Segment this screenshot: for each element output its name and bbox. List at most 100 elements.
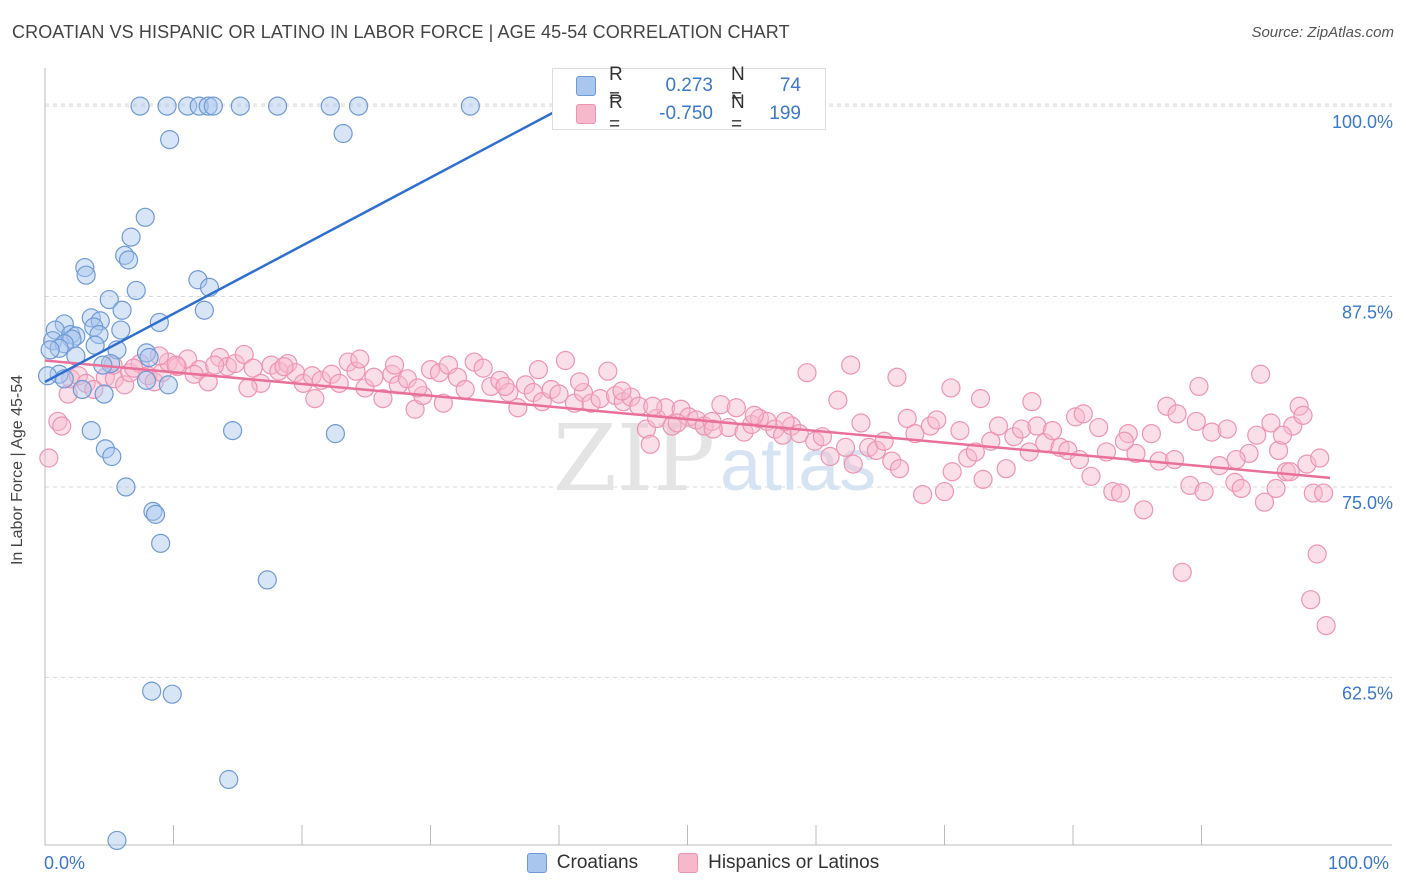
hispanic-point [889,459,910,479]
hispanic-point [1110,483,1131,503]
hispanic-point [528,360,549,380]
hispanic-point [39,448,59,468]
r-label: R = [609,92,623,135]
hispanic-point [1310,448,1330,468]
legend-item-hispanics[interactable]: Hispanics or Latinos [678,852,879,874]
hispanic-point [166,355,186,375]
hispanic-point [1268,440,1289,461]
hispanic-point [1065,407,1086,427]
hispanic-point [711,395,731,415]
croatian-point [135,207,155,227]
hispanic-point [1172,562,1192,582]
hispanic-point [927,410,947,430]
hispanic-point [1081,466,1101,486]
croatian-point [203,96,223,116]
hispanic-point [1217,419,1237,439]
hispanic-point [52,416,72,436]
legend-item-croatians[interactable]: Croatians [526,852,638,874]
x-tick-label-max: 100.0% [1328,853,1390,873]
hispanic-point [573,382,594,403]
hispanic-point [1164,449,1185,470]
hispanic-point [841,355,861,375]
hispanic-point [973,469,993,489]
croatian-point [112,300,132,320]
hispanic-point [555,350,576,371]
hispanic-point [329,373,349,393]
chart-source: Source: ZipAtlas.com [1251,24,1394,41]
hispanic-point [797,363,817,383]
croatian-point [333,123,353,144]
croatian-point [230,96,250,116]
n-value: 74 [779,75,801,96]
hispanic-point [1247,425,1267,445]
croatian-point [139,347,159,368]
hispanic-point [346,361,366,381]
hispanic-point [569,372,590,392]
croatian-point [178,96,198,116]
hispanic-point [285,363,306,383]
croatian-point [460,96,480,116]
croatian-point [320,96,340,116]
hispanic-point [1307,544,1327,564]
croatian-point [194,300,214,320]
croatian-point [198,96,218,116]
hispanic-point [1004,427,1024,447]
croatian-point [116,477,136,497]
croatian-point [107,830,127,851]
hispanic-point [1042,421,1063,441]
hispanic-points [39,344,1336,636]
watermark-atlas: atlas [720,423,876,506]
hispanic-point [84,379,104,400]
hispanic-point [1272,425,1293,445]
croatian-point [118,250,139,270]
hispanic-point [58,384,78,404]
croatian-point [267,96,288,116]
n-label: N = [731,64,745,107]
hispanic-point [942,462,962,482]
hispanic-point [590,389,610,409]
hispanic-point [455,379,475,400]
hispanic-point [1254,492,1275,512]
n-value: 199 [769,103,801,124]
x-tick-label-min: 0.0% [44,853,86,873]
hispanic-point [1186,411,1206,432]
hispanic-point [1167,404,1187,424]
hispanic-point [970,389,991,409]
hispanic-point [1089,417,1109,438]
croatian-point [89,325,109,345]
hispanic-point [1209,456,1230,476]
hispanic-point [941,378,961,398]
hispanic-point [581,393,601,413]
legend-swatch-blue [576,76,596,96]
croatian-point [348,96,369,116]
hispanic-point [305,389,325,409]
hispanic-point [1141,424,1161,444]
correlation-legend: R = 0.273 N = 74 R = -0.750 N = 199 [552,64,826,135]
hispanic-point [905,424,925,444]
legend-swatch-pink [576,104,596,124]
trend-lines [44,104,1331,480]
croatian-point [160,130,180,150]
hispanic-point [433,393,453,413]
hispanic-point [897,408,917,429]
hispanic-point [473,358,493,378]
croatian-point [75,257,95,278]
hispanic-point [515,375,536,395]
hispanic-point [950,421,970,441]
hispanic-point [934,481,955,502]
hispanic-point [205,355,225,375]
hispanic-point [640,434,660,454]
hispanic-point [495,376,515,397]
legend-swatch-croatians [526,853,547,873]
r-label: R = [609,64,623,107]
hispanic-point [820,446,840,467]
hispanic-point [549,384,569,404]
croatian-point [325,424,346,444]
hispanic-point [447,367,468,387]
r-value: -0.750 [659,103,713,124]
croatian-point [81,421,101,441]
hispanic-point [835,437,856,457]
croatian-point [223,421,243,441]
croatian-point [76,265,96,285]
